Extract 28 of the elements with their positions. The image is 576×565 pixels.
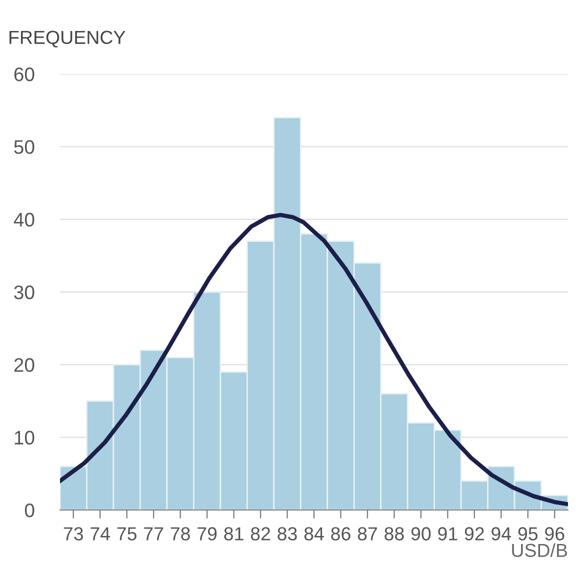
x-axis-title: USD/B (512, 543, 568, 558)
x-tick-label: 73 (64, 527, 83, 540)
x-tick-label: 79 (198, 527, 217, 540)
y-tick-label: 40 (14, 212, 34, 227)
x-tick-label: 87 (358, 527, 377, 540)
y-tick-label: 20 (14, 358, 34, 372)
y-tick-label: 0 (24, 503, 34, 518)
y-tick-label: 10 (14, 430, 34, 445)
x-tick-label: 86 (331, 527, 350, 540)
x-tick-label: 84 (304, 527, 324, 540)
x-tick-label: 95 (518, 527, 538, 540)
y-axis-title: FREQUENCY (10, 30, 126, 48)
y-tick-label: 60 (14, 67, 34, 82)
x-tick-label: 94 (492, 527, 512, 540)
y-tick-label: 30 (14, 285, 34, 300)
x-tick-label: 96 (545, 527, 564, 540)
x-tick-label: 78 (170, 527, 190, 540)
x-tick-label: 92 (464, 527, 484, 540)
x-tick-label: 81 (224, 527, 244, 540)
x-tick-label: 83 (278, 527, 297, 540)
x-tick-label: 82 (250, 527, 270, 540)
x-tick-label: 88 (384, 527, 404, 540)
x-tick-label: 91 (438, 527, 458, 540)
x-tick-label: 75 (117, 527, 136, 540)
x-tick-label: 90 (411, 527, 431, 540)
y-tick-label: 50 (14, 140, 34, 154)
x-tick-label: 77 (144, 527, 164, 540)
x-tick-label: 74 (90, 527, 110, 540)
